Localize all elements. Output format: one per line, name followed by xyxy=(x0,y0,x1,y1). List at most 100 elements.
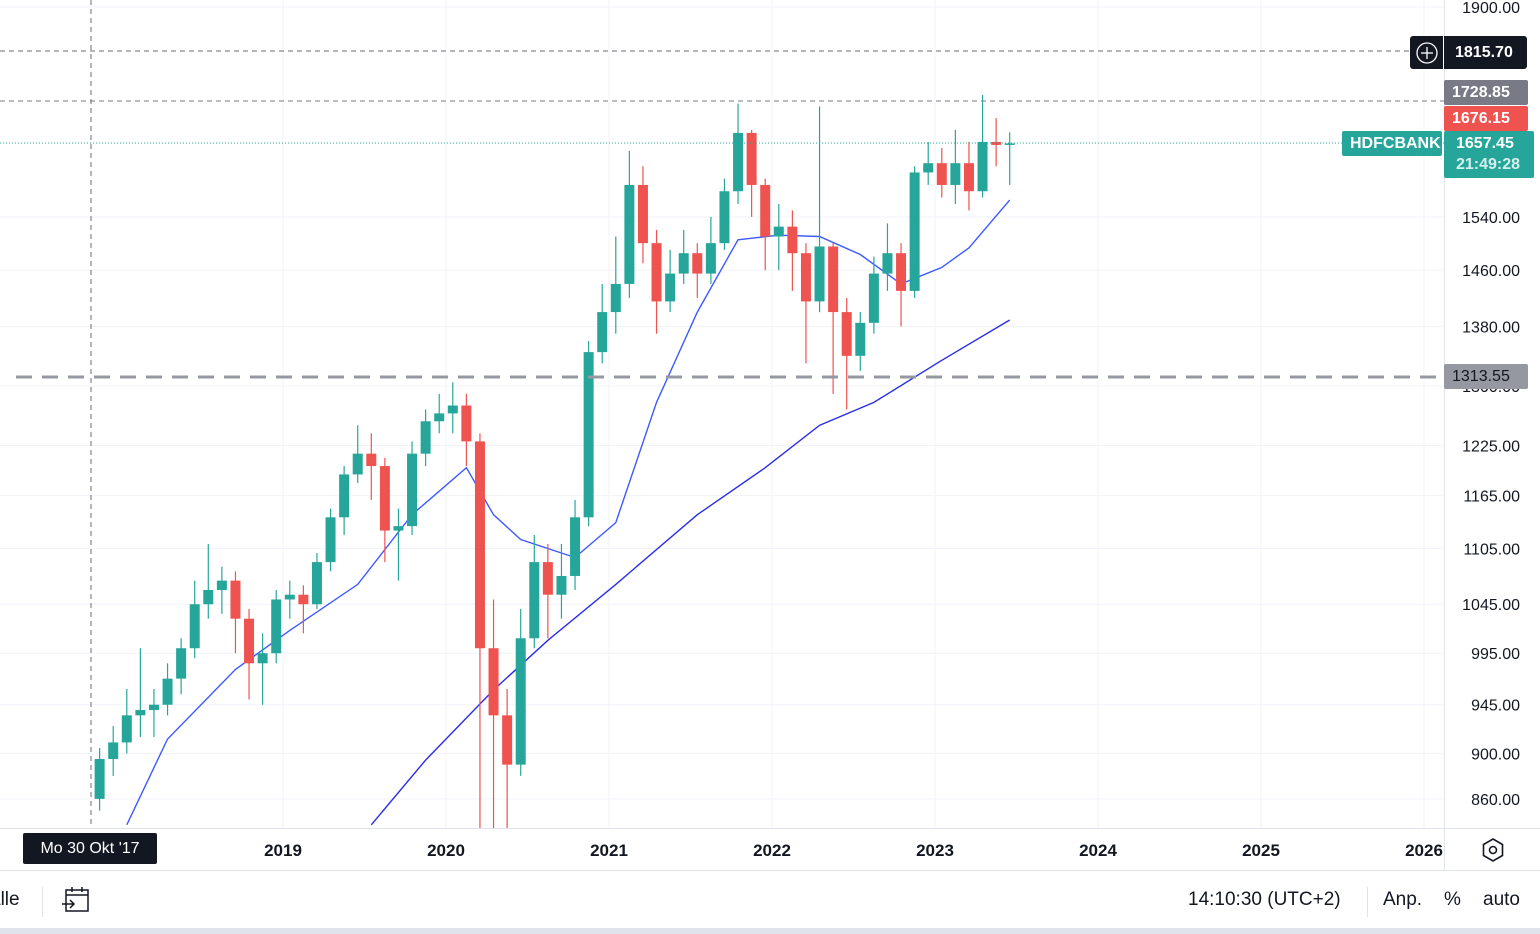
clock-timezone[interactable]: 14:10:30 (UTC+2) xyxy=(1188,889,1341,910)
price-tick-label: 860.00 xyxy=(1471,792,1520,809)
candle xyxy=(991,118,1002,167)
symbol-tag: HDFCBANK xyxy=(1342,131,1442,156)
candle xyxy=(393,508,404,581)
bar-countdown: 21:49:28 xyxy=(1456,156,1521,173)
candle-body xyxy=(923,163,934,173)
candle-body xyxy=(896,253,907,291)
candle xyxy=(773,203,784,271)
candle-body xyxy=(366,453,377,467)
candle-body xyxy=(121,715,132,743)
candle xyxy=(311,552,322,610)
candle-body xyxy=(610,283,621,313)
time-tick-label: 2022 xyxy=(753,841,791,860)
candle xyxy=(624,150,635,298)
candle-body xyxy=(950,163,961,185)
price-tick-label: 1900.00 xyxy=(1462,0,1520,17)
adjust-button[interactable]: Anp. xyxy=(1383,889,1423,910)
candle xyxy=(977,94,988,198)
candle-body xyxy=(760,184,771,237)
candle xyxy=(529,534,540,649)
candle-body xyxy=(311,562,322,605)
candle-body xyxy=(828,246,839,313)
percent-toggle[interactable]: % xyxy=(1444,889,1461,910)
candle-body xyxy=(135,710,146,716)
candle xyxy=(828,243,839,394)
candle-body xyxy=(719,191,730,244)
price-tick-label: 1045.00 xyxy=(1462,597,1520,614)
candle xyxy=(257,633,268,705)
price-tick-label: 1225.00 xyxy=(1462,438,1520,455)
candle-body xyxy=(189,604,200,649)
candles xyxy=(94,94,1015,828)
time-axis[interactable]: 2019 2020 2021 2022 2023 2024 2025 2026 xyxy=(264,841,1443,860)
candle xyxy=(760,178,771,271)
candle-body xyxy=(705,243,716,274)
candle-body xyxy=(529,562,540,639)
candle-body xyxy=(434,413,445,422)
candle-body xyxy=(230,580,241,619)
candle-body xyxy=(556,575,567,595)
candle-body xyxy=(814,246,825,302)
candle-body xyxy=(1004,143,1015,145)
price-axis-border xyxy=(1444,0,1445,870)
range-all-button[interactable]: alle xyxy=(0,889,20,910)
candle xyxy=(950,129,961,204)
go-to-date-icon[interactable] xyxy=(62,886,92,914)
candle-body xyxy=(271,599,282,654)
candle xyxy=(719,178,730,250)
candle xyxy=(189,580,200,659)
candle-body xyxy=(298,594,309,605)
price-axis[interactable]: 1900.001540.001460.001380.001300.001225.… xyxy=(1462,0,1520,809)
candle-body xyxy=(203,590,214,605)
candle xyxy=(298,585,309,634)
candle-body xyxy=(216,580,227,591)
candle xyxy=(135,648,146,737)
candle xyxy=(474,433,485,828)
alert-price-tag[interactable]: 1313.55 xyxy=(1444,364,1528,389)
price-chart[interactable]: 1900.001540.001460.001380.001300.001225.… xyxy=(0,0,1540,870)
moving-average-line xyxy=(370,319,1011,826)
candle xyxy=(665,249,676,313)
candle-body xyxy=(502,715,513,765)
price-tick-label: 1540.00 xyxy=(1462,210,1520,227)
candle-body xyxy=(787,226,798,254)
auto-scale-toggle[interactable]: auto xyxy=(1483,889,1520,910)
candle xyxy=(733,103,744,204)
candle-body xyxy=(393,526,404,531)
add-plus-icon[interactable] xyxy=(1415,41,1439,65)
candle xyxy=(651,229,662,334)
crosshair-date-label: Mo 30 Okt '17 xyxy=(23,833,157,864)
price-tick-label: 900.00 xyxy=(1471,746,1520,763)
candle-body xyxy=(162,678,173,705)
candle xyxy=(94,747,105,811)
candle-body xyxy=(773,226,784,237)
candle-body xyxy=(597,312,608,353)
bottom-toolbar: alle 14:10:30 (UTC+2) Anp. % auto xyxy=(0,870,1540,928)
candle-body xyxy=(447,405,458,414)
last-price-tag: 1657.45 21:49:28 xyxy=(1444,131,1534,178)
candle-body xyxy=(692,253,703,274)
candle-body xyxy=(637,184,648,244)
candle xyxy=(746,129,757,217)
time-tick-label: 2026 xyxy=(1405,841,1443,860)
settings-icon[interactable] xyxy=(1480,837,1506,863)
candle-body xyxy=(244,618,255,664)
crosshair-price-label[interactable]: 1815.70 xyxy=(1410,36,1527,69)
candle-body xyxy=(176,648,187,679)
candle xyxy=(366,433,377,500)
candle-body xyxy=(855,322,866,356)
time-tick-label: 2019 xyxy=(264,841,302,860)
time-axis-border xyxy=(0,828,1540,829)
candle-body xyxy=(841,312,852,356)
time-tick-label: 2025 xyxy=(1242,841,1280,860)
candle xyxy=(420,409,431,467)
time-tick-label: 2023 xyxy=(916,841,954,860)
candle-body xyxy=(379,466,390,531)
candle-body xyxy=(909,172,920,291)
candle-body xyxy=(407,453,418,527)
candle xyxy=(542,543,553,639)
candle-body xyxy=(339,474,350,518)
candle xyxy=(108,726,119,776)
candle xyxy=(271,590,282,664)
candle xyxy=(570,499,581,591)
